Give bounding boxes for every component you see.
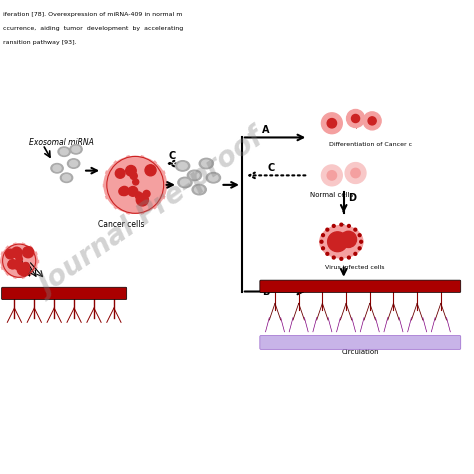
Circle shape (358, 247, 361, 250)
Text: C: C (268, 163, 275, 173)
Ellipse shape (67, 159, 80, 168)
Circle shape (326, 253, 329, 255)
Circle shape (340, 223, 343, 226)
Ellipse shape (58, 147, 70, 156)
Ellipse shape (60, 148, 68, 155)
Ellipse shape (178, 163, 187, 169)
FancyBboxPatch shape (260, 280, 461, 292)
Ellipse shape (175, 161, 190, 171)
Circle shape (135, 192, 142, 199)
Text: Virus infected cells: Virus infected cells (325, 265, 384, 271)
Circle shape (368, 117, 376, 125)
Text: A: A (262, 125, 269, 135)
Circle shape (18, 264, 24, 270)
Circle shape (363, 112, 381, 130)
Text: Exosomal miRNA: Exosomal miRNA (28, 138, 93, 146)
Circle shape (145, 165, 156, 176)
Circle shape (128, 186, 138, 196)
Circle shape (119, 187, 127, 195)
Ellipse shape (1, 244, 37, 277)
Circle shape (17, 264, 29, 275)
Circle shape (328, 232, 347, 252)
Circle shape (360, 240, 363, 243)
Text: D: D (348, 193, 356, 203)
Circle shape (133, 179, 139, 185)
Circle shape (11, 247, 22, 258)
Ellipse shape (53, 165, 61, 172)
Circle shape (23, 246, 34, 258)
Circle shape (321, 113, 342, 134)
Ellipse shape (190, 172, 199, 179)
Circle shape (6, 249, 15, 259)
Circle shape (322, 234, 325, 237)
Circle shape (327, 118, 337, 128)
Text: Circulation: Circulation (341, 349, 379, 356)
Circle shape (347, 225, 350, 228)
FancyBboxPatch shape (1, 287, 127, 300)
Ellipse shape (201, 160, 211, 167)
Circle shape (136, 192, 142, 198)
Text: C: C (168, 151, 175, 161)
Ellipse shape (181, 179, 190, 186)
Ellipse shape (63, 174, 71, 181)
Circle shape (352, 114, 360, 123)
Circle shape (15, 252, 22, 259)
Circle shape (320, 240, 323, 243)
Circle shape (340, 231, 356, 247)
Circle shape (351, 168, 360, 178)
Text: B: B (262, 287, 269, 297)
Text: Cancer cells: Cancer cells (98, 220, 144, 229)
Circle shape (143, 191, 150, 197)
Circle shape (326, 228, 329, 231)
Circle shape (347, 256, 350, 259)
Ellipse shape (178, 177, 192, 188)
Circle shape (120, 186, 129, 196)
Circle shape (332, 225, 335, 228)
Text: Journal Pre-proof: Journal Pre-proof (34, 125, 270, 301)
Text: Normal cells: Normal cells (310, 192, 354, 198)
Ellipse shape (72, 146, 80, 153)
Ellipse shape (104, 156, 166, 213)
Ellipse shape (209, 174, 218, 181)
Ellipse shape (187, 170, 201, 181)
Circle shape (332, 256, 335, 259)
FancyBboxPatch shape (260, 336, 461, 349)
Text: ccurrence,  aiding  tumor  development  by  accelerating: ccurrence, aiding tumor development by a… (2, 26, 183, 31)
Ellipse shape (192, 184, 206, 195)
Ellipse shape (70, 160, 78, 167)
Circle shape (322, 247, 325, 250)
Ellipse shape (51, 164, 63, 173)
Ellipse shape (199, 158, 213, 169)
Circle shape (327, 171, 337, 180)
Circle shape (130, 173, 137, 180)
Circle shape (136, 194, 148, 206)
Circle shape (115, 169, 125, 178)
Circle shape (345, 163, 366, 183)
Ellipse shape (194, 186, 204, 193)
Circle shape (358, 234, 361, 237)
Circle shape (346, 109, 365, 128)
Text: iferation [78]. Overexpression of miRNA-409 in normal m: iferation [78]. Overexpression of miRNA-… (2, 12, 182, 17)
Circle shape (354, 253, 357, 255)
Ellipse shape (206, 173, 220, 183)
Circle shape (17, 256, 22, 262)
Ellipse shape (70, 145, 82, 154)
Circle shape (8, 260, 18, 269)
Text: Differentiation of Cancer c: Differentiation of Cancer c (329, 142, 412, 147)
Circle shape (18, 264, 25, 270)
Circle shape (126, 165, 136, 176)
Circle shape (354, 228, 357, 231)
Ellipse shape (60, 173, 73, 182)
Text: ransition pathway [93].: ransition pathway [93]. (2, 40, 76, 46)
Circle shape (13, 260, 23, 269)
Circle shape (340, 257, 343, 260)
Circle shape (8, 260, 16, 269)
Circle shape (321, 165, 342, 186)
Circle shape (22, 263, 29, 269)
Ellipse shape (320, 226, 363, 258)
